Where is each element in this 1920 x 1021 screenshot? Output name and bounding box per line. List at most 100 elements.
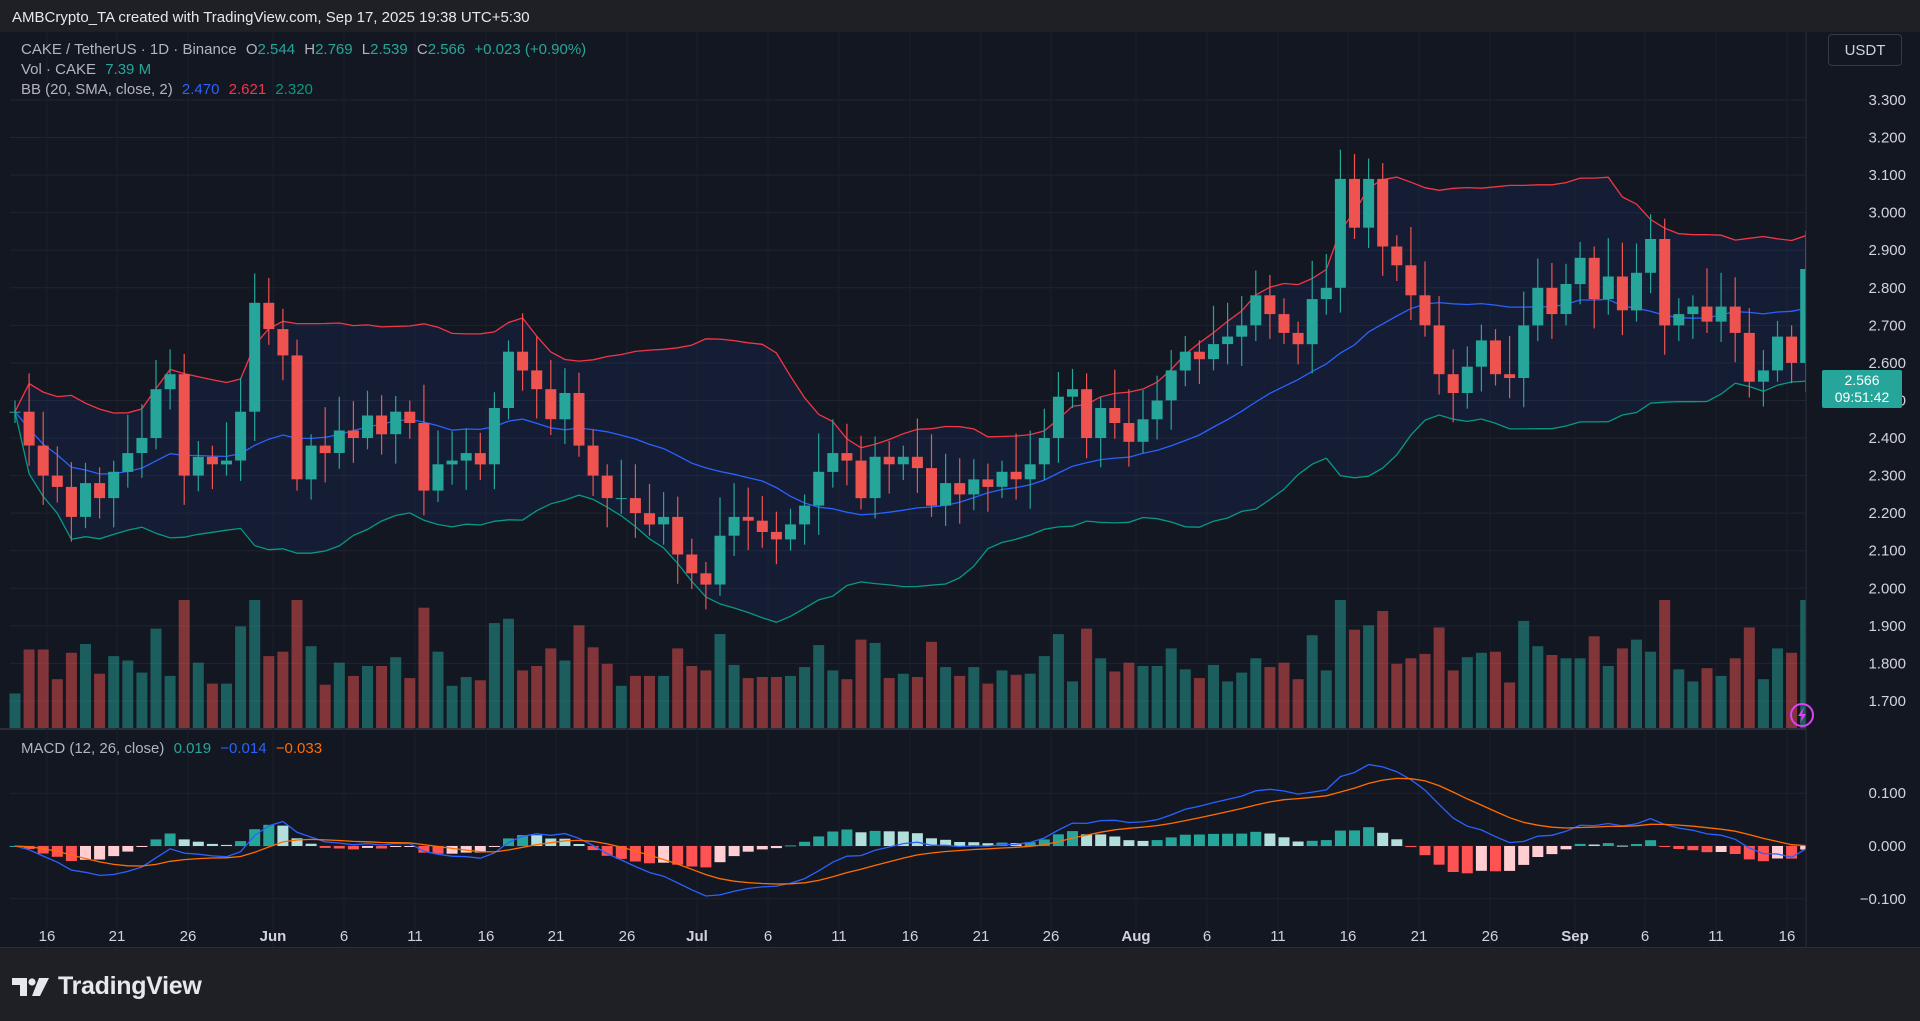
volume-bar [122,660,134,728]
macd-histogram-bar [770,846,782,849]
candle-body [1349,178,1360,228]
candle-body [1433,325,1445,375]
candle-body [1010,471,1022,480]
volume-bar [911,677,923,728]
time-tick-label: 21 [109,928,126,945]
flash-icon-bolt [1798,707,1806,723]
volume-bar [531,666,543,728]
candle-body [390,411,402,435]
macd-histogram-bar [883,831,895,846]
volume-bar [559,660,571,728]
time-tick-label: 6 [1203,928,1211,945]
candle-body [1081,389,1093,438]
candle-body [1546,287,1558,315]
time-axis-gap [0,948,1920,951]
volume-bar [770,677,782,728]
volume-bar [1602,666,1614,728]
macd-histogram-bar [37,846,49,854]
volume-bar [235,626,247,728]
price-tick-label: 2.700 [1868,317,1906,334]
volume-bar [1772,648,1783,728]
candle-body [1222,336,1234,345]
time-tick-label: 16 [39,928,56,945]
macd-histogram-bar [404,846,416,847]
candle-body [1236,325,1248,337]
volume-bar [1560,658,1572,728]
candle-body [1137,419,1149,442]
bb-band-fill [15,177,1920,623]
time-tick-label: 21 [1411,928,1428,945]
candle-body [714,535,726,585]
macd-histogram-bar [615,846,627,859]
macd-histogram-bar [80,846,91,860]
volume-bar [1419,653,1431,728]
candle-body [770,531,782,540]
macd-histogram-bar [1391,839,1403,846]
macd-histogram-bar [1772,846,1783,859]
volume-bar [1391,663,1403,728]
macd-histogram-bar [460,846,472,853]
volume-bar [1320,670,1332,728]
macd-histogram-bar [728,846,740,857]
volume-bar [1081,628,1093,728]
volume-bar [785,675,796,728]
volume-bar [658,675,670,728]
macd-histogram-bar [573,844,585,846]
price-tick-label: 1.700 [1868,693,1906,710]
high-value: 2.769 [315,41,353,58]
macd-histogram-bar [756,846,768,850]
candle-body [799,505,811,525]
volume-bar [1024,673,1036,728]
candle-body [136,438,148,453]
macd-histogram-bar [1588,844,1600,846]
low-value: 2.539 [370,41,408,58]
price-tick-label: 3.100 [1868,167,1906,184]
volume-bar [1292,679,1304,728]
volume-bar [615,685,627,728]
macd-histogram-bar [1729,846,1741,854]
volume-bar [80,644,91,728]
candle-body [1490,340,1501,375]
candle-body [911,456,923,469]
macd-histogram-bar [249,829,261,846]
macd-histogram-bar [1687,846,1699,851]
candle-body [1419,295,1431,326]
volume-bar [51,679,63,728]
volume-bar [982,683,994,728]
candle-body [1475,340,1487,367]
macd-histogram-bar [1264,833,1276,846]
macd-histogram-bar [1024,842,1036,846]
macd-histogram-bar [1222,833,1234,846]
candle-body [855,460,867,499]
candle-body [1588,257,1600,300]
volume-bar [1377,611,1389,728]
volume-bar [1334,600,1346,728]
candle-body [954,483,966,495]
volume-bar [897,673,909,728]
macd-histogram-bar [333,846,345,849]
macd-histogram-bar [488,846,500,847]
macd-histogram-bar [1659,846,1671,847]
volume-bar [1757,679,1769,728]
volume-bar [192,662,204,728]
volume-bar [1250,658,1262,728]
volume-bar [418,607,430,728]
candle-body [1123,423,1135,442]
candle-body [1560,284,1572,314]
volume-bar [883,678,895,728]
volume-bar [1715,675,1727,728]
tradingview-logo[interactable]: TradingView [12,972,202,1001]
time-tick-label: 11 [1708,928,1724,945]
time-tick-label: 11 [831,928,847,945]
volume-bar [1165,648,1177,728]
candle-body [1504,374,1516,378]
candle-body [1377,178,1389,247]
macd-histogram-bar [277,825,289,846]
volume-bar [108,656,120,728]
price-tick-label: 1.900 [1868,618,1906,635]
chart-area[interactable]: 3.300 3.200 3.100 3.000 2.900 2.800 2.700 2.600… [0,32,1920,951]
candle-body [235,411,247,461]
currency-selector[interactable]: USDT [1828,34,1902,66]
macd-histogram-bar [23,846,35,849]
volume-bar [954,675,966,728]
